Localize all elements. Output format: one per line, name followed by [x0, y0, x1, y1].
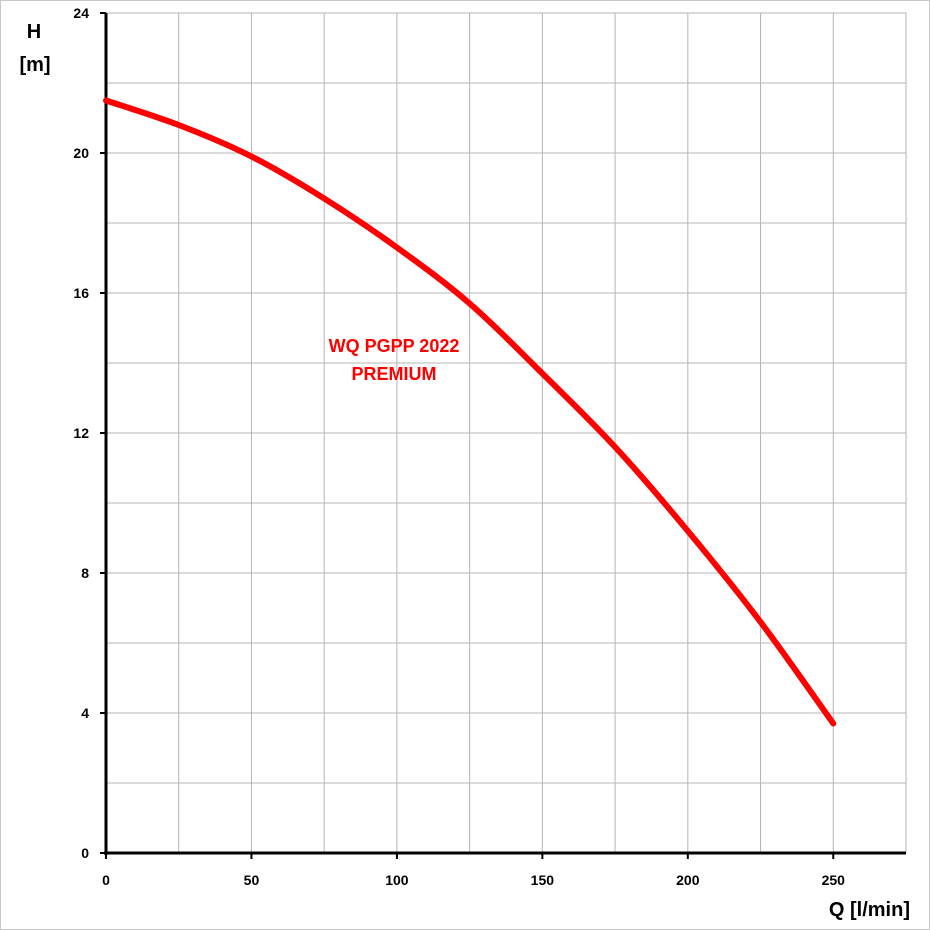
x-tick-label: 250	[822, 872, 846, 888]
x-tick-label: 50	[244, 872, 260, 888]
series-line	[103, 97, 837, 727]
series-annotation-line1: WQ PGPP 2022	[329, 336, 460, 356]
x-tick-label: 0	[102, 872, 110, 888]
y-axis-title-line2: [m]	[19, 54, 50, 76]
x-tick-label: 150	[531, 872, 555, 888]
grid	[106, 12, 907, 853]
series-annotation-line2: PREMIUM	[352, 364, 437, 384]
x-axis-title: Q [l/min]	[829, 899, 910, 921]
y-axis-title-line1: H	[27, 21, 41, 43]
y-tick-label: 24	[73, 5, 89, 21]
y-tick-label: 16	[73, 285, 89, 301]
y-tick-label: 4	[81, 705, 89, 721]
series-layer	[103, 97, 837, 727]
ticks: 0 50 100 150 200 250 0 4 8 12 16 20 24	[73, 5, 845, 888]
y-tick-label: 8	[81, 565, 89, 581]
y-tick-label: 20	[73, 145, 89, 161]
axes	[104, 13, 906, 855]
x-tick-label: 100	[385, 872, 409, 888]
y-tick-label: 0	[81, 845, 89, 861]
y-tick-label: 12	[73, 425, 89, 441]
x-tick-label: 200	[676, 872, 700, 888]
